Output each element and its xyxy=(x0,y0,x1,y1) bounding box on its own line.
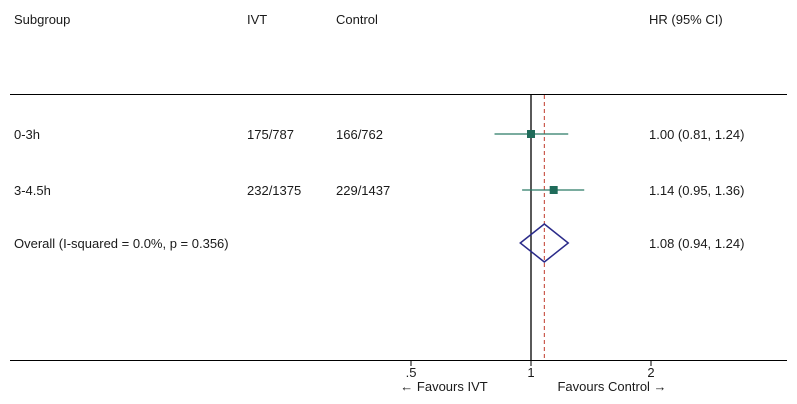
header-ivt: IVT xyxy=(247,12,268,27)
top-rule xyxy=(10,94,787,95)
row-control-3-4.5h: 229/1437 xyxy=(336,183,391,198)
row-hr-0-3h: 1.00 (0.81, 1.24) xyxy=(649,127,745,142)
header-subgroup: Subgroup xyxy=(14,12,71,27)
row-control-0-3h: 166/762 xyxy=(336,127,383,142)
favours-ivt-label: ← Favours IVT xyxy=(400,379,487,394)
estimate-marker-0-3h xyxy=(527,130,535,138)
overall-hr: 1.08 (0.94, 1.24) xyxy=(649,236,745,251)
row-label-0-3h: 0-3h xyxy=(14,127,41,142)
overall-label: Overall (I-squared = 0.0%, p = 0.356) xyxy=(14,236,229,251)
header-control: Control xyxy=(336,12,378,27)
row-ivt-3-4.5h: 232/1375 xyxy=(247,183,302,198)
header-hr: HR (95% CI) xyxy=(649,12,723,27)
favours-control-label: Favours Control → xyxy=(557,379,666,394)
row-ivt-0-3h: 175/787 xyxy=(247,127,294,142)
axis-tick-label-2: 2 xyxy=(647,365,654,380)
row-hr-3-4.5h: 1.14 (0.95, 1.36) xyxy=(649,183,745,198)
bottom-rule xyxy=(10,360,787,361)
estimate-marker-3-4.5h xyxy=(549,186,558,194)
axis-tick-label-.5: .5 xyxy=(406,365,417,380)
overall-diamond xyxy=(519,223,570,263)
axis-tick-label-1: 1 xyxy=(527,365,534,380)
row-label-3-4.5h: 3-4.5h xyxy=(14,183,51,198)
